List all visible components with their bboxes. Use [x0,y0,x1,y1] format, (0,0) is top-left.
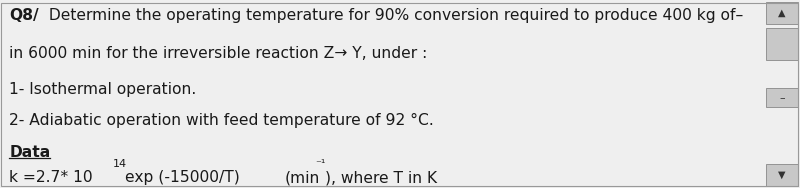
Text: 2- Adiabatic operation with feed temperature of 92 °C.: 2- Adiabatic operation with feed tempera… [9,113,434,128]
Text: (min: (min [285,170,320,185]
Text: in 6000 min for the irreversible reaction Z→ Y, under :: in 6000 min for the irreversible reactio… [9,46,427,61]
Text: ▲: ▲ [778,8,786,18]
Bar [766,28,798,60]
Bar [766,2,798,24]
Text: Q8/: Q8/ [9,8,38,24]
Text: 1- Isothermal operation.: 1- Isothermal operation. [9,82,197,97]
Text: ▼: ▼ [778,170,786,180]
Bar [766,88,798,107]
Text: 14: 14 [113,159,127,169]
Text: ⁻¹: ⁻¹ [315,159,326,169]
Bar [766,164,798,186]
Text: ), where T in K: ), where T in K [325,170,437,185]
Text: exp (-15000/T): exp (-15000/T) [125,170,239,185]
Text: k =2.7* 10: k =2.7* 10 [9,170,93,185]
Text: –: – [779,93,785,103]
Text: Data: Data [9,145,50,160]
Text: Determine the operating temperature for 90% conversion required to produce 400 k: Determine the operating temperature for … [44,8,743,24]
